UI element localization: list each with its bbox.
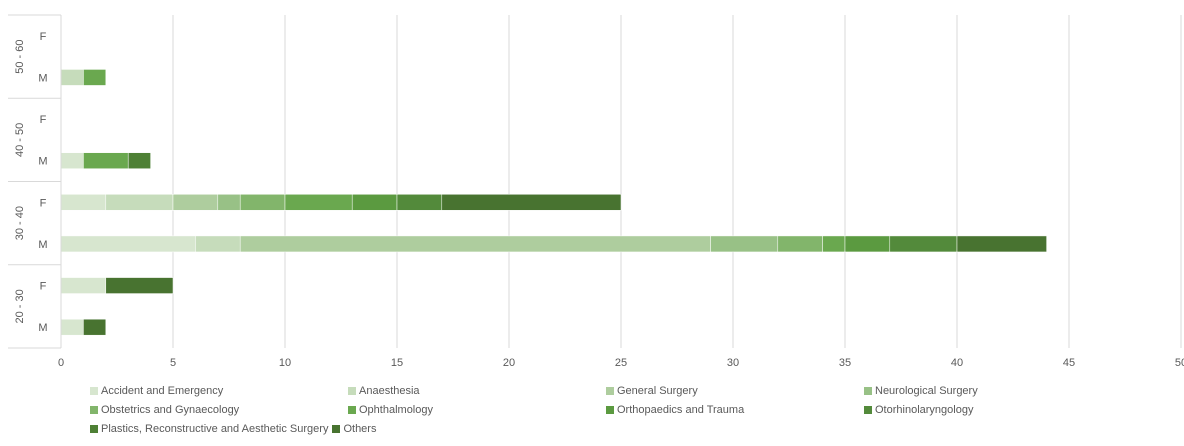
legend-swatch — [90, 406, 98, 414]
x-tick-label: 25 — [615, 357, 627, 369]
legend-swatch — [348, 406, 356, 414]
legend-item: Orthopaedics and Trauma — [606, 403, 864, 417]
bar-segment — [60, 69, 84, 86]
bar-segment — [60, 152, 84, 169]
y-category-label: F — [40, 114, 47, 126]
y-group-label: 50 - 60 — [14, 40, 26, 74]
legend-label: Neurological Surgery — [875, 385, 978, 397]
y-group-labels: 50 - 60 40 - 50 30 - 40 20 - 30 — [14, 40, 26, 324]
legend-item: Ophthalmology — [348, 403, 606, 417]
legend-swatch — [606, 387, 614, 395]
legend-label: Orthopaedics and Trauma — [617, 404, 745, 416]
bar-segment — [217, 194, 241, 211]
x-tick-label: 10 — [279, 357, 291, 369]
y-group-label: 20 - 30 — [14, 289, 26, 323]
legend-swatch — [348, 387, 356, 395]
y-group-label: 30 - 40 — [14, 206, 26, 240]
legend-item: Others — [332, 422, 376, 436]
legend-item: Otorhinolaryngology — [864, 403, 1122, 417]
bar-segment — [284, 194, 353, 211]
x-tick-label: 0 — [58, 357, 64, 369]
legend-label: Otorhinolaryngology — [875, 404, 974, 416]
bar-segment — [60, 277, 107, 294]
bars — [60, 69, 1047, 336]
bar-segment — [239, 235, 711, 253]
legend-label: Ophthalmology — [359, 404, 433, 416]
stacked-bar-chart: 0 5 10 15 20 25 30 35 40 45 50 F M F M F M F M 50 - 60 40 … — [8, 14, 1184, 369]
bar-segment — [441, 194, 622, 211]
bar-segment — [777, 235, 823, 253]
y-category-label: M — [38, 322, 47, 334]
y-category-labels: F M F M F M F M — [38, 31, 47, 334]
legend-label: Anaesthesia — [359, 385, 420, 397]
x-tick-labels: 0 5 10 15 20 25 30 35 40 45 50 — [58, 357, 1184, 369]
y-group-label: 40 - 50 — [14, 123, 26, 157]
y-category-label: F — [40, 197, 47, 209]
legend-item: Obstetrics and Gynaecology — [90, 403, 348, 417]
y-category-label: M — [38, 239, 47, 251]
axes — [8, 14, 62, 349]
legend: Accident and Emergency Anaesthesia General… — [90, 384, 1170, 436]
x-tick-label: 5 — [170, 357, 176, 369]
bar-segment — [396, 194, 443, 211]
y-category-label: M — [38, 156, 47, 168]
y-category-label: M — [38, 72, 47, 84]
legend-label: Accident and Emergency — [101, 385, 224, 397]
bar-segment — [822, 235, 846, 253]
bar-segment — [956, 235, 1047, 253]
bar-segment — [351, 194, 398, 211]
x-tick-label: 15 — [391, 357, 403, 369]
bar-segment — [83, 152, 129, 169]
bar-segment — [172, 194, 219, 211]
bar-segment — [60, 194, 107, 211]
legend-item: Plastics, Reconstructive and Aesthetic S… — [90, 422, 328, 436]
legend-swatch — [332, 425, 341, 433]
legend-swatch — [90, 425, 98, 433]
x-tick-label: 40 — [951, 357, 963, 369]
legend-item: Neurological Surgery — [864, 384, 1122, 398]
legend-last-row: Plastics, Reconstructive and Aesthetic S… — [90, 422, 1122, 436]
legend-swatch — [90, 387, 98, 395]
y-category-label: F — [40, 31, 47, 43]
x-tick-label: 35 — [839, 357, 851, 369]
legend-swatch — [864, 387, 872, 395]
bar-segment — [889, 235, 958, 253]
x-tick-label: 20 — [503, 357, 515, 369]
legend-item: Anaesthesia — [348, 384, 606, 398]
x-tick-label: 50 — [1175, 357, 1184, 369]
bar-segment — [239, 194, 286, 211]
bar-segment — [710, 235, 779, 253]
x-tick-label: 45 — [1063, 357, 1075, 369]
bar-segment — [60, 318, 84, 336]
gridlines — [172, 15, 1182, 348]
bar-segment — [105, 277, 174, 294]
x-tick-label: 30 — [727, 357, 739, 369]
y-category-label: F — [40, 281, 47, 293]
legend-swatch — [864, 406, 872, 414]
legend-item: General Surgery — [606, 384, 864, 398]
bar-segment — [83, 69, 107, 86]
legend-swatch — [606, 406, 614, 414]
bar-segment — [60, 235, 196, 253]
legend-label: Obstetrics and Gynaecology — [101, 404, 240, 416]
legend-label: Plastics, Reconstructive and Aesthetic S… — [101, 423, 329, 435]
bar-segment — [83, 318, 107, 336]
legend-label: General Surgery — [617, 385, 698, 397]
bar-segment — [105, 194, 174, 211]
bar-segment — [844, 235, 891, 253]
bar-segment — [195, 235, 241, 253]
legend-label: Others — [343, 423, 377, 435]
legend-item: Accident and Emergency — [90, 384, 348, 398]
bar-segment — [127, 152, 151, 169]
